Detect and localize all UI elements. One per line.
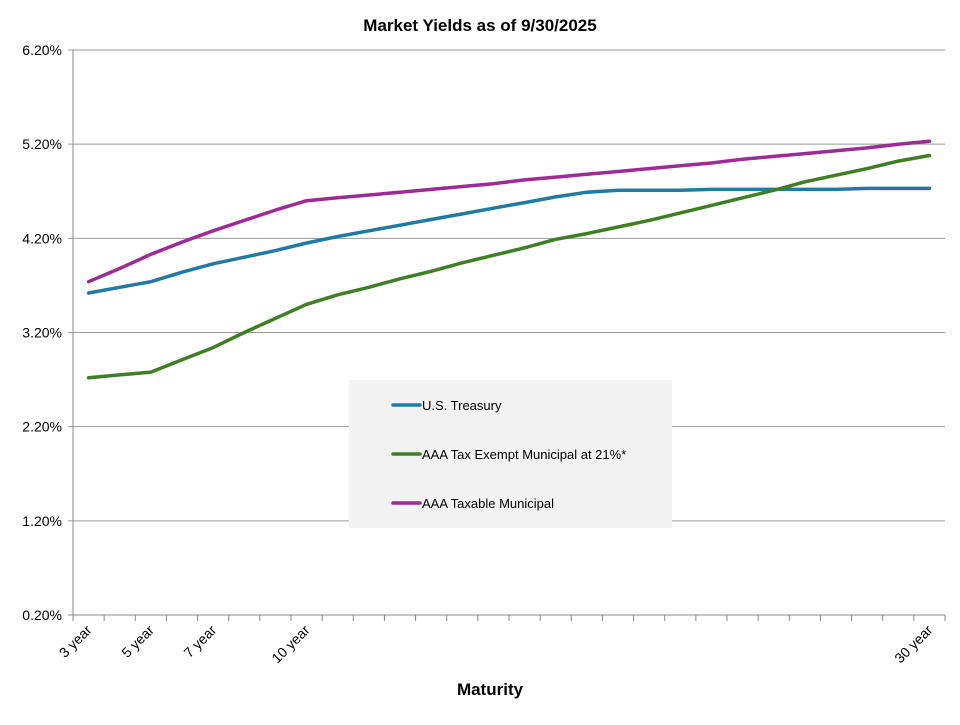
y-tick-label: 3.20%: [22, 325, 62, 341]
y-tick-label: 1.20%: [22, 513, 62, 529]
x-tick-label: 7 year: [180, 622, 219, 661]
y-tick-label: 6.20%: [22, 42, 62, 58]
legend-label: AAA Taxable Municipal: [422, 496, 554, 511]
legend: U.S. Treasury AAA Tax Exempt Municipal at…: [349, 380, 672, 528]
y-tick-label: 0.20%: [22, 607, 62, 623]
y-tick-label: 2.20%: [22, 419, 62, 435]
legend-label: AAA Tax Exempt Municipal at 21%*: [422, 447, 626, 462]
x-tick-label: 3 year: [56, 622, 95, 661]
legend-label: U.S. Treasury: [422, 398, 502, 413]
y-tick-label: 4.20%: [22, 230, 62, 246]
x-axis-label: Maturity: [457, 680, 524, 699]
x-tick-label: 30 year: [891, 622, 936, 667]
x-tick-label: 5 year: [118, 622, 157, 661]
series-line-0: [86, 186, 932, 295]
series-line-1: [86, 153, 932, 380]
y-tick-label: 5.20%: [22, 136, 62, 152]
series-line-2: [86, 139, 932, 284]
x-tick-label: 10 year: [268, 622, 313, 667]
chart-title: Market Yields as of 9/30/2025: [363, 16, 596, 35]
